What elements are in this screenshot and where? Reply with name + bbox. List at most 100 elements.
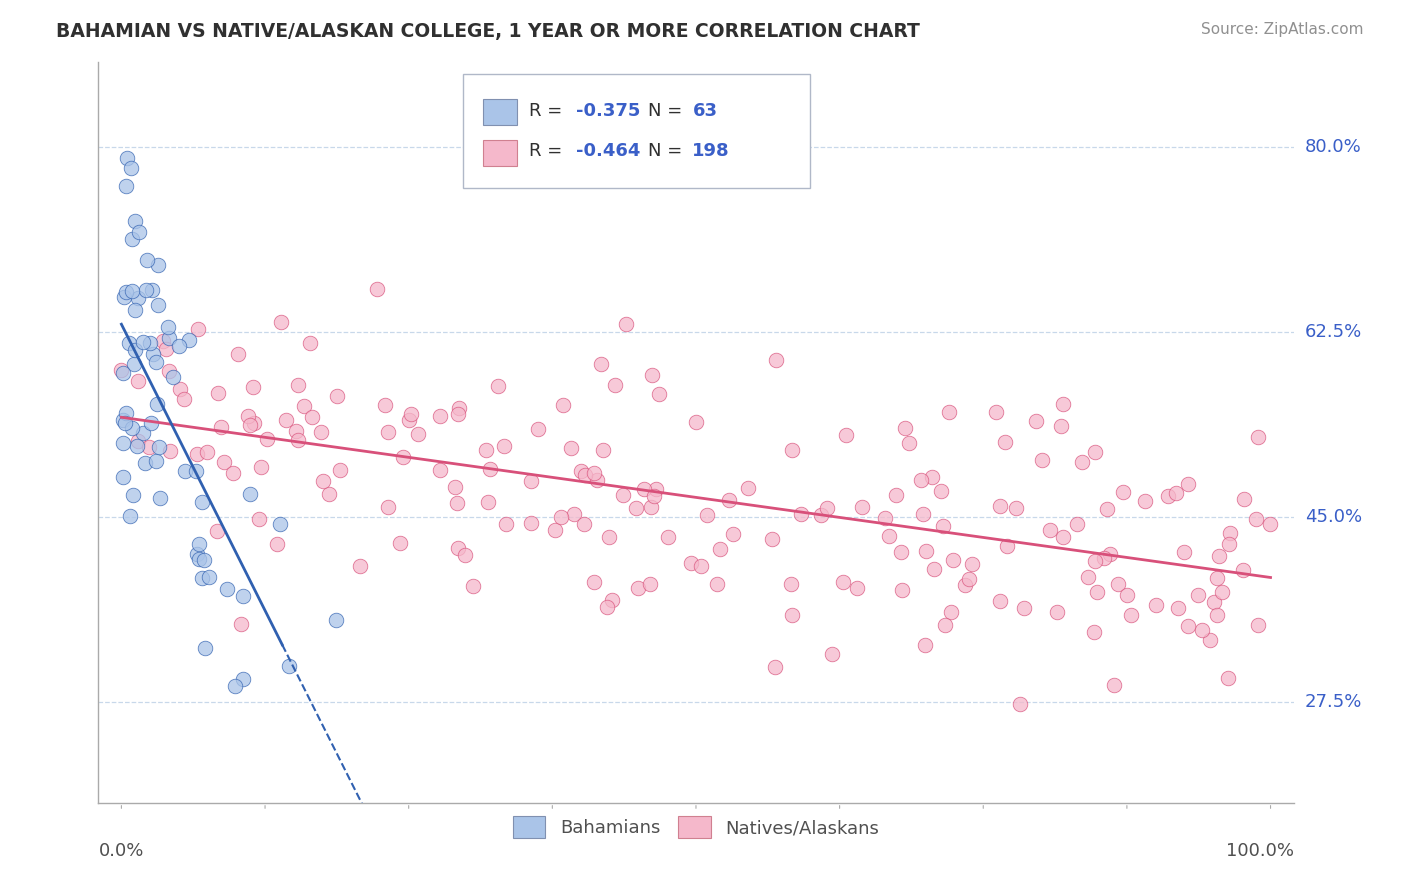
- Point: [148, 298, 170, 312]
- Point: [250, 459, 273, 474]
- Point: [398, 413, 420, 427]
- Point: [718, 492, 741, 507]
- Text: 0.0%: 0.0%: [98, 842, 143, 860]
- Point: [377, 425, 399, 440]
- Point: [877, 529, 900, 543]
- Point: [1052, 530, 1074, 544]
- Point: [184, 464, 207, 478]
- Point: [454, 548, 477, 562]
- Point: [256, 432, 278, 446]
- Text: -0.464: -0.464: [576, 143, 641, 161]
- Point: [815, 500, 838, 515]
- Point: [890, 544, 912, 558]
- Point: [399, 407, 422, 421]
- Point: [121, 421, 143, 435]
- Point: [162, 369, 184, 384]
- Point: [914, 639, 936, 653]
- Point: [239, 487, 262, 501]
- Point: [689, 558, 711, 573]
- Point: [592, 443, 614, 458]
- Point: [187, 537, 209, 551]
- Point: [325, 389, 347, 403]
- Point: [1049, 419, 1071, 434]
- Point: [232, 672, 254, 686]
- Point: [938, 405, 960, 419]
- Point: [1077, 570, 1099, 584]
- Point: [388, 535, 411, 549]
- Point: [139, 336, 162, 351]
- Point: [429, 463, 451, 477]
- Point: [1205, 571, 1227, 585]
- Point: [955, 578, 977, 592]
- Point: [301, 409, 323, 424]
- Point: [891, 582, 914, 597]
- Text: 45.0%: 45.0%: [1305, 508, 1362, 526]
- Point: [284, 424, 307, 438]
- Point: [1244, 512, 1267, 526]
- Point: [406, 427, 429, 442]
- Text: R =: R =: [529, 102, 568, 120]
- Text: 80.0%: 80.0%: [1305, 138, 1361, 156]
- Point: [761, 532, 783, 546]
- Text: N =: N =: [648, 102, 688, 120]
- Point: [197, 444, 219, 458]
- Point: [1208, 549, 1230, 563]
- Point: [1206, 607, 1229, 622]
- Point: [115, 151, 138, 165]
- Point: [138, 441, 160, 455]
- Point: [1187, 588, 1209, 602]
- Text: 100.0%: 100.0%: [1226, 842, 1294, 860]
- Point: [706, 576, 728, 591]
- Point: [1066, 517, 1088, 532]
- Point: [1199, 632, 1222, 647]
- Point: [886, 487, 908, 501]
- Point: [188, 552, 211, 566]
- Point: [187, 321, 209, 335]
- Point: [142, 347, 165, 361]
- Point: [1031, 452, 1053, 467]
- Point: [117, 335, 139, 350]
- Point: [995, 539, 1018, 553]
- Point: [287, 377, 309, 392]
- Point: [640, 576, 662, 591]
- Point: [835, 428, 858, 442]
- Point: [247, 511, 270, 525]
- Text: N =: N =: [648, 143, 688, 161]
- Point: [243, 416, 266, 430]
- Point: [429, 409, 451, 423]
- Point: [287, 433, 309, 447]
- Point: [721, 527, 744, 541]
- Point: [193, 553, 215, 567]
- Point: [648, 387, 671, 401]
- Point: [810, 508, 832, 522]
- Point: [266, 537, 288, 551]
- Point: [173, 465, 195, 479]
- Point: [145, 454, 167, 468]
- Point: [132, 335, 155, 350]
- Text: BAHAMIAN VS NATIVE/ALASKAN COLLEGE, 1 YEAR OR MORE CORRELATION CHART: BAHAMIAN VS NATIVE/ALASKAN COLLEGE, 1 YE…: [56, 22, 920, 41]
- Point: [495, 517, 517, 532]
- Point: [141, 283, 163, 297]
- Point: [238, 409, 260, 424]
- Point: [205, 524, 228, 538]
- Point: [329, 463, 352, 477]
- Point: [1099, 547, 1122, 561]
- Point: [984, 405, 1007, 419]
- Point: [1218, 537, 1240, 551]
- Point: [374, 398, 396, 412]
- Point: [1167, 600, 1189, 615]
- Point: [1233, 492, 1256, 507]
- Point: [583, 575, 606, 590]
- Point: [939, 606, 962, 620]
- Point: [270, 315, 292, 329]
- Point: [737, 481, 759, 495]
- Point: [278, 659, 301, 673]
- Point: [957, 572, 980, 586]
- Point: [562, 507, 585, 521]
- Point: [640, 500, 662, 514]
- Point: [789, 507, 811, 521]
- Point: [915, 543, 938, 558]
- Point: [1177, 476, 1199, 491]
- Point: [141, 416, 163, 430]
- Text: 198: 198: [692, 143, 730, 161]
